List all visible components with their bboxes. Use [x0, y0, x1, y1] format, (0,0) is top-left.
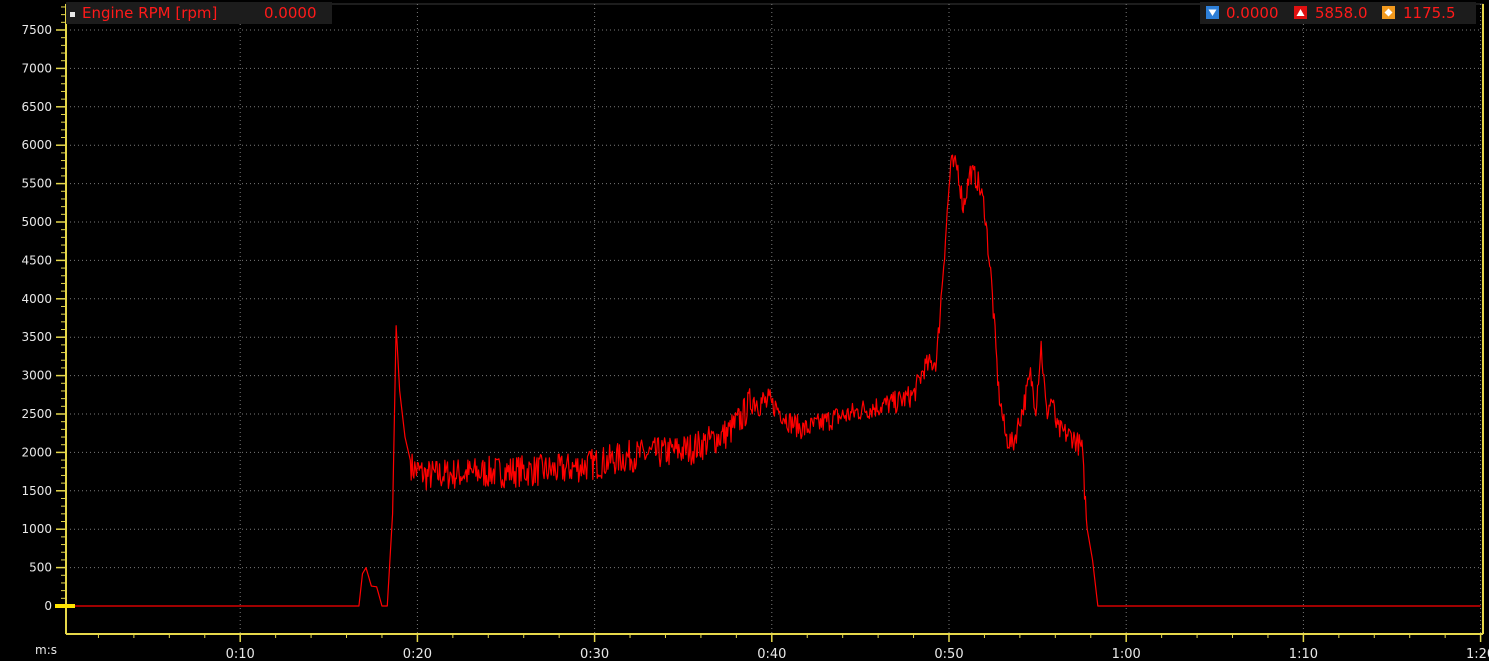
channel-header[interactable] — [66, 2, 332, 24]
min-down-triangle-icon — [1206, 6, 1219, 19]
cursor-value: 0.0000 — [264, 4, 317, 22]
x-tick-label: 0:40 — [757, 647, 786, 661]
y-tick-label: 5000 — [21, 215, 52, 229]
max-up-triangle-icon — [1294, 6, 1307, 19]
x-tick-label: 0:10 — [226, 647, 255, 661]
y-tick-label: 1000 — [21, 522, 52, 536]
zero-marker — [55, 604, 75, 608]
y-tick-label: 5500 — [21, 177, 52, 191]
y-tick-label: 4500 — [21, 253, 52, 267]
y-tick-label: 4000 — [21, 292, 52, 306]
series-line-engine-rpm — [63, 154, 1481, 607]
max-value: 5858.0 — [1315, 4, 1368, 22]
x-axis-label: m:s — [35, 643, 57, 657]
y-tick-label: 6000 — [21, 138, 52, 152]
y-tick-label: 7000 — [21, 61, 52, 75]
x-tick-label: 0:20 — [403, 647, 432, 661]
y-tick-label: 3000 — [21, 369, 52, 383]
y-tick-label: 7500 — [21, 23, 52, 37]
trace-layer — [63, 154, 1481, 607]
statistics-header — [1200, 2, 1476, 24]
avg-diamond-icon — [1382, 6, 1395, 19]
y-tick-label: 3500 — [21, 330, 52, 344]
x-tick-label: 1:20 — [1466, 647, 1489, 661]
grid-layer — [65, 3, 1484, 635]
y-tick-label: 2000 — [21, 445, 52, 459]
x-tick-label: 0:30 — [580, 647, 609, 661]
y-tick-label: 2500 — [21, 407, 52, 421]
channel-color-square-icon — [70, 12, 75, 17]
x-tick-label: 1:00 — [1112, 647, 1141, 661]
x-tick-label: 0:50 — [934, 647, 963, 661]
y-tick-label: 6500 — [21, 100, 52, 114]
min-value: 0.0000 — [1226, 4, 1279, 22]
avg-value: 1175.5 — [1403, 4, 1456, 22]
plot-frame — [65, 3, 1484, 635]
y-tick-label: 0 — [44, 599, 52, 613]
channel-label: Engine RPM [rpm] — [82, 4, 218, 22]
y-tick-label: 500 — [29, 561, 52, 575]
x-tick-label: 1:10 — [1289, 647, 1318, 661]
axis-layer: 0 500 1000 1500 2000 2500 3000 3500 4000 4500 5000… — [21, 4, 1489, 661]
y-tick-label: 1500 — [21, 484, 52, 498]
